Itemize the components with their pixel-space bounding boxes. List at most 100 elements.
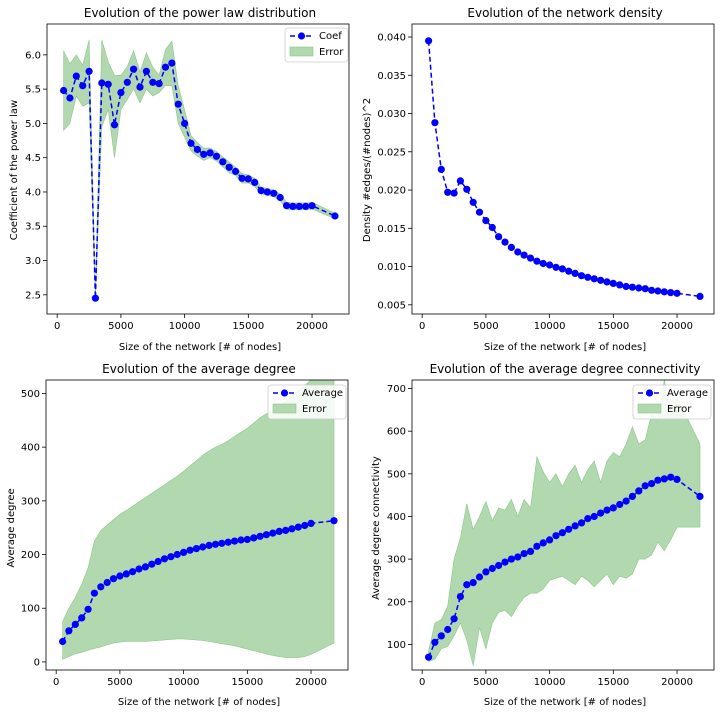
series-group xyxy=(59,380,338,660)
y-tick-label: 0.020 xyxy=(377,186,406,197)
legend-marker-handle xyxy=(645,389,654,397)
x-tick-label: 5000 xyxy=(108,321,133,332)
data-point xyxy=(142,67,150,75)
legend-label-error: Error xyxy=(319,47,344,58)
data-point xyxy=(79,82,87,90)
plot-area: 0 5000 10000 15000 20000 0 100 200 300 400 500 xyxy=(21,379,349,688)
data-point xyxy=(654,476,662,484)
panel-average-degree: 0 5000 10000 15000 20000 0 100 200 300 400 500 Evo… xyxy=(6,362,349,708)
data-point xyxy=(469,198,477,206)
data-point xyxy=(558,529,567,537)
panel-degree-connectivity: 0 5000 10000 15000 20000 100 200 300 400 500 600 70… xyxy=(371,362,715,708)
data-point xyxy=(603,278,611,286)
x-tick-label: 5000 xyxy=(473,677,498,688)
legend-box xyxy=(267,384,347,420)
data-point xyxy=(431,638,439,646)
y-axis-label: Average degree xyxy=(6,488,17,567)
y-tick-label: 200 xyxy=(21,550,40,561)
data-point xyxy=(135,565,143,573)
data-point xyxy=(565,267,573,275)
data-point xyxy=(571,269,579,277)
y-tick-label: 700 xyxy=(387,384,406,395)
data-point xyxy=(558,265,567,273)
legend: Average Error xyxy=(302,388,343,415)
data-point xyxy=(648,286,656,294)
data-point xyxy=(425,653,433,661)
x-tick-label: 0 xyxy=(54,321,60,332)
y-tick-label: 400 xyxy=(21,443,40,454)
x-tick-label: 0 xyxy=(53,677,59,688)
data-point xyxy=(122,570,130,578)
legend-band-handle xyxy=(289,46,314,57)
data-point xyxy=(161,63,170,71)
data-point xyxy=(501,558,509,566)
legend-label-error: Error xyxy=(302,404,327,415)
data-point xyxy=(437,632,445,640)
legend: Coef Error xyxy=(319,31,344,58)
data-point xyxy=(117,89,125,97)
data-point xyxy=(456,593,464,601)
plot-area: 0 5000 10000 15000 20000 100 200 300 400 500 600 70… xyxy=(387,379,715,688)
data-point xyxy=(616,281,624,289)
data-point xyxy=(533,542,541,550)
data-point xyxy=(136,83,144,91)
y-tick-label: 500 xyxy=(21,389,40,400)
data-point xyxy=(450,615,458,623)
data-point xyxy=(187,139,195,147)
data-point xyxy=(444,188,452,196)
x-axis-label: Size of the network [# of nodes] xyxy=(484,697,646,708)
data-point xyxy=(238,174,246,182)
series-group xyxy=(60,39,339,302)
data-point xyxy=(289,202,297,210)
data-point xyxy=(539,259,547,268)
data-point xyxy=(533,257,541,265)
y-tick-label: 5.0 xyxy=(25,119,41,130)
data-point xyxy=(526,547,535,556)
x-tick-label: 15000 xyxy=(231,677,263,688)
data-point xyxy=(193,145,201,154)
data-point xyxy=(72,72,80,80)
y-tick-label: 0.035 xyxy=(377,71,406,82)
data-point xyxy=(98,79,106,87)
data-point xyxy=(444,625,452,634)
data-point xyxy=(628,283,637,291)
axes-frame xyxy=(411,379,715,671)
data-point xyxy=(200,150,208,158)
data-point xyxy=(60,86,68,95)
x-tick-label: 15000 xyxy=(232,321,264,332)
y-axis-label: Coefficient of the power law xyxy=(9,100,20,240)
data-point xyxy=(696,492,704,500)
y-tick-label: 300 xyxy=(387,555,406,566)
data-point xyxy=(469,579,477,587)
data-point xyxy=(148,560,156,568)
data-point xyxy=(219,158,227,166)
x-tick-label: 10000 xyxy=(534,321,566,332)
data-point xyxy=(667,473,675,481)
data-point xyxy=(155,80,163,88)
data-point xyxy=(475,208,484,216)
data-point xyxy=(129,568,137,576)
panel-density: 0 5000 10000 15000 20000 0.005 0.010 0.015 0.020… xyxy=(362,6,715,353)
plot-area: 0 5000 10000 15000 20000 0.005 0.010 0.015 0.020… xyxy=(377,23,715,332)
data-point xyxy=(180,548,188,557)
x-tick-label: 0 xyxy=(419,321,425,332)
data-point xyxy=(218,539,226,547)
y-tick-label: 500 xyxy=(387,469,406,480)
y-tick-label: 4.5 xyxy=(25,153,41,164)
series-group xyxy=(425,37,704,300)
legend-box xyxy=(284,27,349,63)
data-point xyxy=(294,523,302,531)
data-point xyxy=(270,189,278,197)
data-point xyxy=(641,285,649,293)
y-tick-label: 3.5 xyxy=(25,222,41,233)
data-point xyxy=(192,545,200,553)
data-point xyxy=(212,152,221,160)
data-point xyxy=(71,620,79,629)
data-point xyxy=(331,212,339,220)
y-axis-label: Density #edges/(#nodes)^2 xyxy=(362,98,373,242)
data-point xyxy=(526,254,535,262)
data-point xyxy=(130,65,138,73)
data-point xyxy=(603,506,611,514)
data-point xyxy=(307,519,315,528)
